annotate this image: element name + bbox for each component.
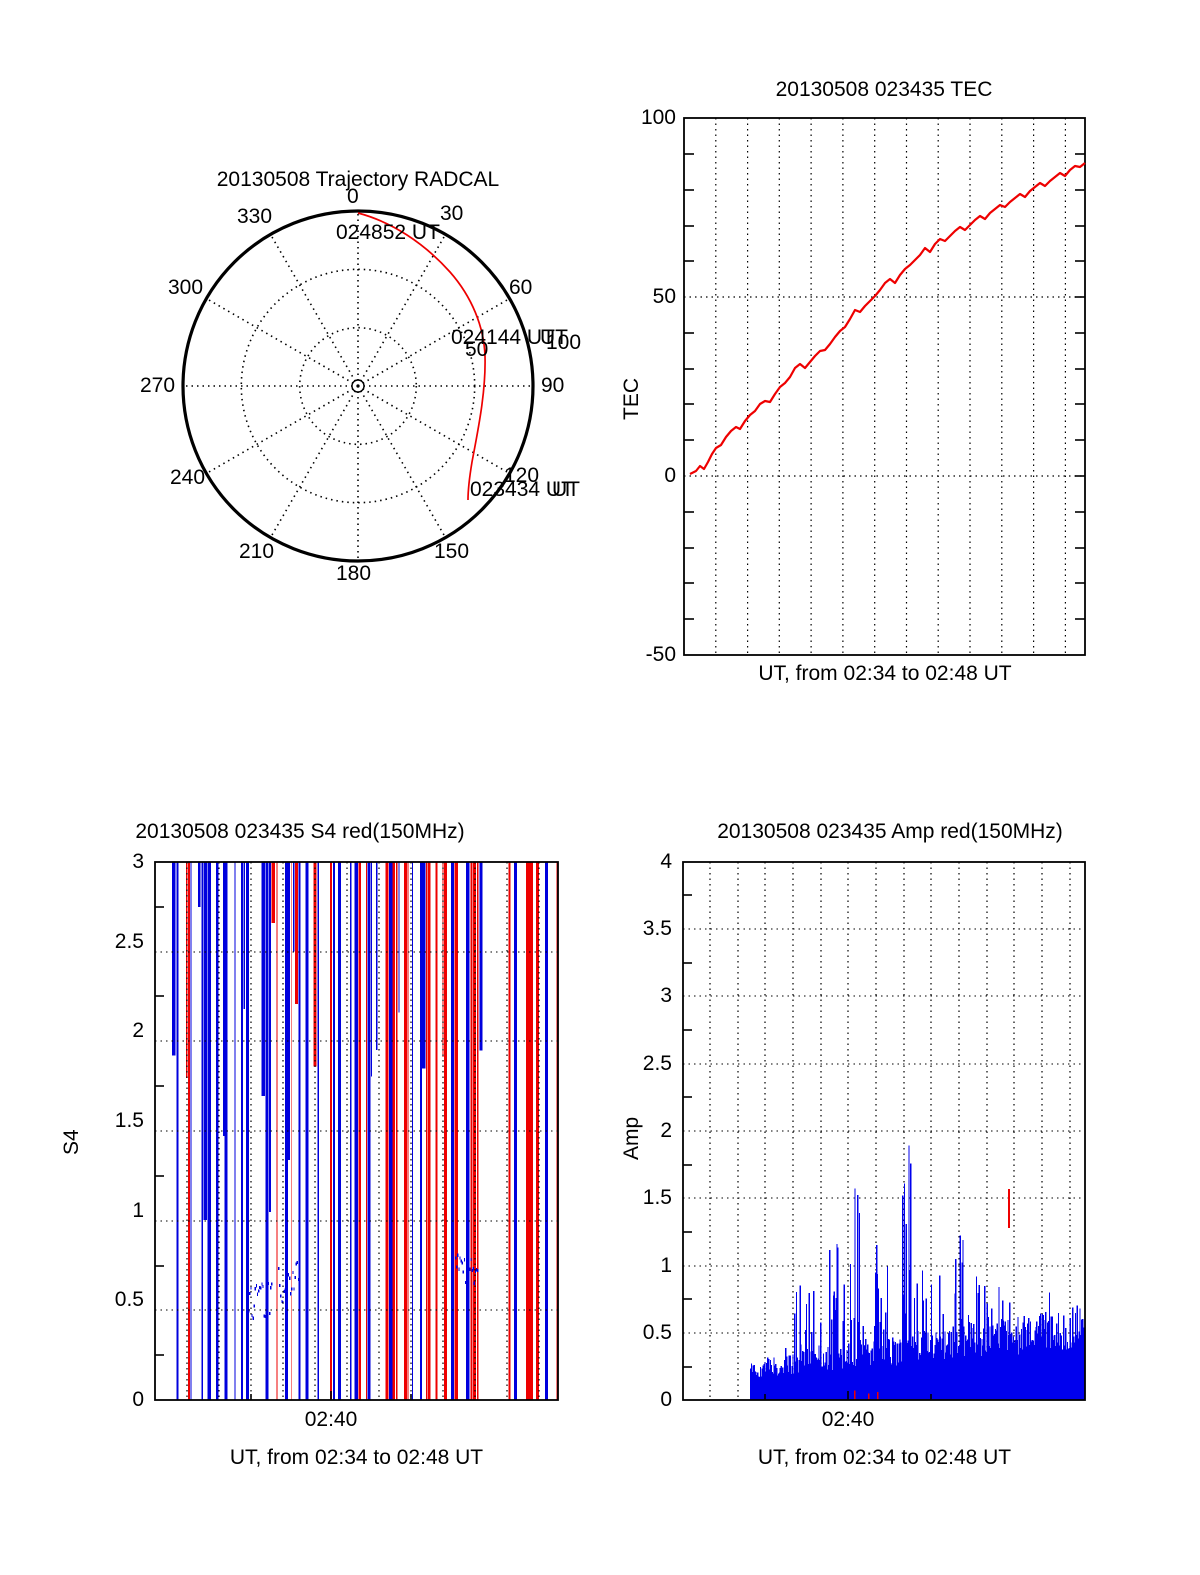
s4-title: 20130508 023435 S4 red(150MHz)	[135, 820, 465, 843]
amp-traces	[750, 1145, 1085, 1400]
azimuth-label-180: 180	[336, 562, 372, 585]
s4-ytick-2.5: 2.5	[114, 930, 144, 953]
range-ring-100	[240, 268, 476, 504]
s4-ytick-0.5: 0.5	[114, 1288, 144, 1311]
tec-ylabel: TEC	[620, 378, 643, 420]
tec-panel: 20130508 023435 TEC	[600, 0, 1200, 700]
amp-title: 20130508 023435 Amp red(150MHz)	[717, 820, 1063, 843]
polar-grid	[183, 211, 533, 561]
amp-panel: 20130508 023435 Amp red(150MHz)	[600, 760, 1200, 1575]
azimuth-label-210: 210	[239, 540, 275, 563]
s4-hgrid	[155, 951, 558, 1311]
amp-xlabel: UT, from 02:34 to 02:48 UT	[757, 1446, 1012, 1469]
tec-ytick-50: 50	[652, 285, 676, 308]
azimuth-label-330: 330	[237, 205, 273, 228]
azimuth-label-60: 60	[509, 276, 533, 299]
amp-plot	[682, 861, 1086, 1401]
tec-ytick--50: -50	[645, 643, 676, 666]
tec-title: 20130508 023435 TEC	[775, 78, 993, 101]
amp-ytick-2.5: 2.5	[642, 1052, 672, 1075]
amp-ytick-4: 4	[660, 850, 672, 873]
range-label-50: 50	[465, 338, 489, 361]
s4-ytick-1.5: 1.5	[114, 1109, 144, 1132]
s4-plot	[154, 861, 559, 1401]
amp-ytick-0: 0	[660, 1388, 672, 1411]
trajectory-panel: 20130508 Trajectory RADCAL	[0, 0, 600, 640]
tec-axes-frame	[683, 117, 1086, 656]
trajectory-trace	[357, 212, 486, 501]
amp-ytick-3: 3	[660, 984, 672, 1007]
amp-axes-frame	[682, 861, 1086, 1401]
s4-ytick-1: 1	[132, 1199, 144, 1222]
tec-xlabel: UT, from 02:34 to 02:48 UT	[758, 662, 1012, 685]
tec-plot	[683, 117, 1086, 656]
amp-ylabel: Amp	[620, 1116, 643, 1160]
amp-ytick-1: 1	[660, 1254, 672, 1277]
trajectory-annotation-end: 023434 UT	[470, 478, 574, 501]
trajectory-annotation-end-ut: UT	[552, 478, 580, 501]
amp-ytick-2: 2	[660, 1119, 672, 1142]
tec-trace	[689, 162, 1086, 475]
s4-axes-frame	[154, 861, 559, 1401]
azimuth-label-270: 270	[140, 374, 176, 397]
s4-ylabel: S4	[60, 1129, 83, 1155]
amp-hgrid	[683, 928, 1085, 1334]
azimuth-label-30: 30	[440, 202, 464, 225]
s4-panel: 20130508 023435 S4 red(150MHz)	[0, 760, 600, 1575]
azimuth-label-120: 120	[504, 464, 540, 487]
s4-xlabel: UT, from 02:34 to 02:48 UT	[229, 1446, 484, 1469]
s4-xtick-0240: 02:40	[304, 1408, 358, 1431]
azimuth-label-240: 240	[170, 466, 206, 489]
amp-ytick-0.5: 0.5	[642, 1321, 672, 1344]
range-ring-50	[298, 326, 418, 446]
trajectory-title: 20130508 Trajectory RADCAL	[216, 168, 500, 191]
s4-ytick-3: 3	[132, 850, 144, 873]
s4-ytick-2: 2	[132, 1019, 144, 1042]
amp-ytick-1.5: 1.5	[642, 1186, 672, 1209]
azimuth-label-150: 150	[434, 540, 470, 563]
azimuth-label-0: 0	[347, 185, 359, 208]
polar-outer-circle	[181, 209, 535, 563]
s4-ytick-0: 0	[132, 1388, 144, 1411]
trajectory-annotation-mid-ut: UT	[540, 326, 568, 349]
trajectory-annotation-start: 024852 UT	[336, 221, 440, 244]
azimuth-label-300: 300	[168, 276, 204, 299]
range-label-100: 100	[546, 331, 582, 354]
tec-ytick-0: 0	[664, 464, 676, 487]
amp-xtick-0240: 02:40	[821, 1408, 875, 1431]
tec-ytick-100: 100	[640, 106, 676, 129]
amp-ytick-3.5: 3.5	[642, 917, 672, 940]
trajectory-plot	[181, 209, 535, 563]
trajectory-annotation-mid: 024144 UT	[451, 326, 555, 349]
azimuth-label-90: 90	[541, 374, 565, 397]
